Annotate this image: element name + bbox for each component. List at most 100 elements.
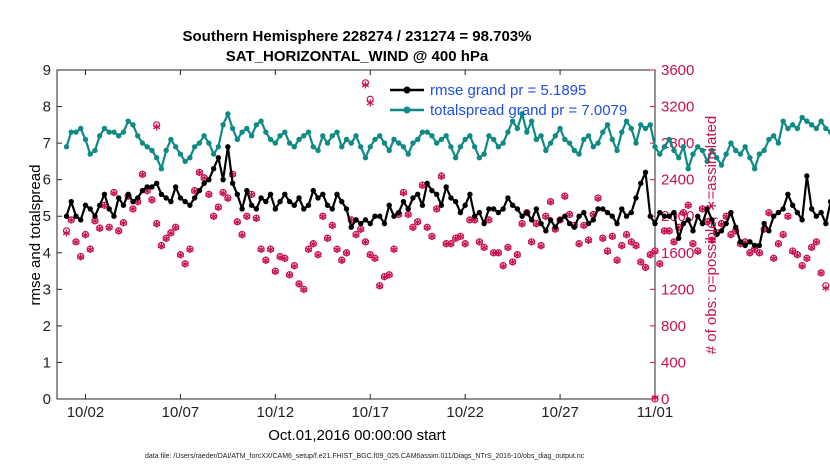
rmse-point [191,195,198,201]
rmse-point [751,242,758,249]
obs-assimilated-point: * [186,243,194,261]
totalspread-point [780,118,786,124]
obs-assimilated-point: * [632,239,640,257]
totalspread-point [723,151,729,157]
rmse-point [604,209,611,216]
y-tick-label: 4 [43,245,51,262]
totalspread-point [315,147,321,154]
rmse-point [628,209,634,216]
obs-possible-point [660,227,669,235]
totalspread-point [808,122,815,128]
obs-assimilated-point: * [442,237,450,255]
rmse-point [566,220,573,227]
rmse-point [685,217,691,223]
obs-assimilated-point: * [124,190,132,208]
chart-subtitle: SAT_HORIZONTAL_WIND @ 400 hPa [226,48,489,65]
obs-possible-point [129,205,137,213]
obs-possible-point [679,208,688,217]
obs-possible-point [300,285,308,293]
rmse-point [362,217,369,223]
obs-assimilated-point: * [243,210,251,228]
totalspread-point [486,133,492,139]
rmse-point [713,231,720,238]
obs-assimilated-point: * [661,225,669,243]
totalspread-point [381,140,388,146]
obs-assimilated-point: * [755,247,763,265]
totalspread-point [410,140,416,146]
obs-possible-point [798,261,806,270]
totalspread-point [813,125,820,132]
obs-assimilated-point: * [770,252,778,270]
rmse-point [324,202,331,208]
obs-possible-point [366,251,374,259]
obs-assimilated-point: * [290,259,298,277]
totalspread-point [177,151,184,157]
totalspread-point [581,136,587,143]
rmse-point [495,209,502,216]
rmse-point [642,169,649,176]
obs-assimilated-point: * [537,239,545,257]
obs-assimilated-point: * [91,215,99,233]
rmse-point [130,198,136,205]
obs-assimilated-point: * [252,212,260,230]
totalspread-point [329,133,335,139]
rmse-point [400,198,407,205]
totalspread-point [191,144,198,150]
obs-assimilated-point: * [305,243,313,261]
rmse-point [239,206,245,212]
obs-assimilated-point: * [262,254,270,272]
obs-possible-point [499,261,507,270]
obs-assimilated-point: * [566,208,574,226]
obs-possible-point [480,243,488,251]
rmse-point [690,228,696,234]
rmse-point [372,213,378,219]
totalspread-point [818,118,824,124]
totalspread-point [139,140,146,146]
rmse-point [386,202,392,208]
rmse-point [509,202,516,208]
obs-assimilated-point: * [637,256,645,274]
totalspread-point [305,129,312,135]
obs-assimilated-point: * [423,221,431,239]
obs-assimilated-point: * [77,250,85,268]
rmse-point [728,209,734,216]
totalspread-point [248,133,255,139]
totalspread-point [638,122,644,128]
obs-assimilated-point: * [148,194,156,212]
obs-possible-point [490,249,498,257]
obs-assimilated-point: * [504,241,512,259]
obs-assimilated-point: * [703,216,711,234]
obs-possible-point [290,261,298,270]
totalspread-point [770,133,777,139]
obs-assimilated-point: * [718,217,726,235]
totalspread-point [604,122,611,128]
totalspread-point [324,140,331,146]
obs-possible-point [556,216,564,224]
obs-assimilated-point: * [115,225,123,243]
obs-assimilated-point: * [181,258,189,276]
obs-possible-point [665,227,673,235]
rmse-point [557,217,563,223]
obs-possible-point [162,234,170,242]
totalspread-point [92,147,98,154]
obs-possible-point [618,241,626,250]
obs-assimilated-point: * [798,259,806,277]
obs-possible-point [314,251,322,259]
totalspread-point [471,144,478,150]
obs-assimilated-point: * [153,217,161,235]
totalspread-point [182,158,188,165]
obs-possible-point [252,214,260,222]
rmse-point [695,213,701,219]
obs-possible-point [361,79,370,87]
totalspread-point [391,136,397,143]
totalspread-point [405,151,411,157]
rmse-point [808,206,815,212]
totalspread-point [661,144,668,150]
obs-possible-point [542,212,550,220]
obs-assimilated-point: * [779,228,787,246]
obs-assimilated-point: * [556,214,564,232]
rmse-point [571,224,578,230]
rmse-point [804,173,810,179]
obs-assimilated-point: * [82,228,90,246]
